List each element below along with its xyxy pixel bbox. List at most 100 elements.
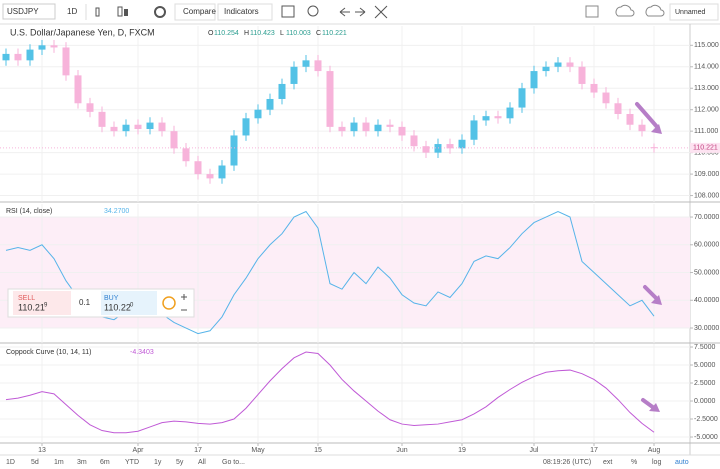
- idea-icon[interactable]: [307, 5, 319, 17]
- x-tick-label: Jun: [396, 447, 407, 454]
- annotation-arrow: [635, 102, 660, 130]
- y-tick-label: -2.5000: [694, 416, 718, 423]
- range-button[interactable]: 5y: [176, 459, 184, 466]
- candle-body: [410, 135, 418, 147]
- range-button[interactable]: 5d: [31, 459, 39, 466]
- annotation-arrowhead: [651, 124, 662, 134]
- ohlc-key: C: [316, 30, 321, 37]
- y-tick-label: 5.0000: [694, 362, 716, 369]
- candle-body: [278, 83, 286, 99]
- ohlc-key: H: [244, 30, 249, 37]
- sell-price[interactable]: 110.21: [18, 302, 45, 312]
- rsi-value: 34.2700: [104, 208, 129, 215]
- x-tick-label: 15: [314, 447, 322, 454]
- candle-body: [626, 114, 634, 125]
- last-price: 110.221: [693, 145, 718, 152]
- range-button[interactable]: 1m: [54, 459, 64, 466]
- compare-button[interactable]: [174, 3, 216, 21]
- sell-button[interactable]: [13, 291, 71, 315]
- indicators-button[interactable]: [217, 3, 273, 21]
- buy-price[interactable]: 110.22: [104, 302, 131, 312]
- settings-icon[interactable]: [154, 6, 166, 18]
- candle-body: [374, 124, 382, 132]
- indicators[interactable]: Indicators: [224, 7, 259, 16]
- symbol[interactable]: USDJPY: [7, 7, 39, 16]
- candle-body: [254, 109, 262, 119]
- y-tick-label: 111.000: [694, 128, 718, 135]
- candles-icon[interactable]: [124, 9, 128, 16]
- y-tick-label: 60.0000: [694, 242, 719, 249]
- candle-body: [350, 122, 358, 132]
- candle-body: [338, 126, 346, 132]
- ohlc-value: 110.254: [214, 30, 239, 37]
- ohlc-key: O: [208, 30, 214, 37]
- candle-body: [578, 66, 586, 84]
- candle-body: [518, 88, 526, 108]
- candle-body: [446, 144, 454, 149]
- buy-label[interactable]: BUY: [104, 295, 119, 302]
- indicator-line: [5, 210, 655, 335]
- candle-body: [194, 161, 202, 175]
- candle-body: [638, 124, 646, 132]
- candle-body: [302, 60, 310, 67]
- symbol-box[interactable]: [2, 3, 56, 20]
- sell-pip[interactable]: 9: [44, 303, 48, 309]
- candle-body: [86, 103, 94, 112]
- quantity[interactable]: 0.1: [79, 298, 91, 307]
- compare[interactable]: Compare: [183, 7, 216, 16]
- candles-icon[interactable]: [117, 6, 123, 17]
- ohlc-value: 110.423: [250, 30, 275, 37]
- y-tick-label: 110.000: [694, 149, 719, 156]
- range-button[interactable]: 6m: [100, 459, 110, 466]
- color-icon[interactable]: [585, 5, 599, 18]
- y-tick-label: 7.5000: [694, 344, 716, 351]
- sell-label[interactable]: SELL: [18, 295, 35, 302]
- scale-option[interactable]: log: [652, 459, 661, 466]
- layout-button[interactable]: [669, 3, 719, 21]
- alert-icon[interactable]: [281, 5, 295, 18]
- fullscreen-icon[interactable]: [374, 5, 388, 19]
- bars-icon[interactable]: [95, 7, 100, 17]
- buy-pip[interactable]: 0: [130, 303, 134, 309]
- plus-minus[interactable]: [181, 294, 187, 311]
- coppock-title: Coppock Curve (10, 14, 11): [6, 349, 91, 356]
- candle-body: [530, 71, 538, 89]
- range-button[interactable]: All: [198, 459, 206, 466]
- candle-body: [134, 124, 142, 130]
- buy-button[interactable]: [101, 291, 157, 315]
- layout-name[interactable]: Unnamed: [675, 9, 705, 16]
- range-button[interactable]: Go to...: [222, 459, 245, 466]
- candle-body: [362, 122, 370, 132]
- annotation-arrow: [641, 398, 656, 410]
- candle-body: [230, 135, 238, 166]
- range-button[interactable]: 1y: [154, 459, 162, 466]
- range-button[interactable]: 1D: [6, 459, 15, 466]
- scale-option[interactable]: %: [631, 459, 637, 466]
- x-tick-label: 17: [590, 447, 598, 454]
- candle-body: [206, 174, 214, 179]
- undo-icon[interactable]: [339, 7, 350, 17]
- y-tick-label: 2.5000: [694, 380, 716, 387]
- candle-body: [62, 47, 70, 76]
- redo-icon[interactable]: [355, 7, 366, 17]
- candle-body: [182, 148, 190, 162]
- x-tick-label: Jul: [530, 447, 539, 454]
- save-icon[interactable]: [645, 4, 665, 17]
- candle-body: [566, 62, 574, 67]
- cloud-icon[interactable]: [615, 4, 635, 17]
- range-button[interactable]: YTD: [125, 459, 139, 466]
- chart-title: U.S. Dollar/Japanese Yen, D, FXCM: [10, 27, 155, 37]
- candle-body: [26, 49, 34, 61]
- y-tick-label: 0.0000: [694, 398, 716, 405]
- interval[interactable]: 1D: [67, 7, 77, 16]
- y-tick-label: 114.000: [694, 64, 719, 71]
- scale-option[interactable]: ext: [603, 459, 612, 466]
- y-tick-label: 115.000: [694, 42, 719, 49]
- scale-option[interactable]: auto: [675, 459, 689, 466]
- clock: 08:19:26 (UTC): [543, 459, 591, 466]
- range-button[interactable]: 3m: [77, 459, 87, 466]
- candle-body: [98, 111, 106, 127]
- indicator-line: [5, 351, 655, 434]
- info-icon[interactable]: [162, 296, 176, 310]
